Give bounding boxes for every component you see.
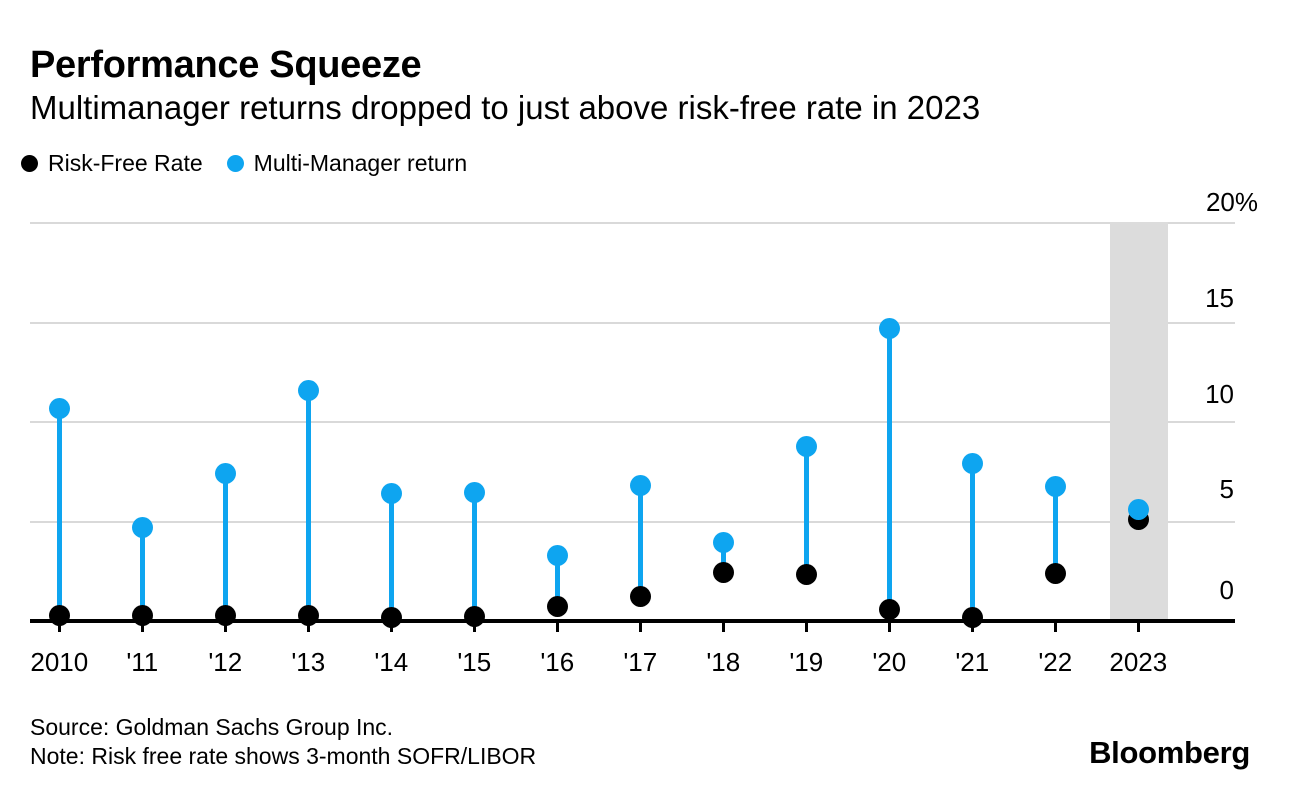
y-axis-label: 20% (1205, 187, 1258, 217)
x-axis-label: '11 (126, 647, 159, 677)
risk-free-dot (546, 595, 568, 617)
value-connector (637, 485, 643, 597)
y-axis-label: 15 (1205, 283, 1234, 313)
risk-free-dot (297, 604, 319, 626)
x-axis-label: '15 (457, 647, 492, 677)
multi-manager-dot (546, 544, 568, 566)
x-axis-tick (555, 623, 559, 632)
value-connector (56, 408, 62, 616)
multi-manager-dot-icon (226, 155, 244, 172)
x-axis-label: '13 (291, 647, 326, 677)
risk-free-dot (214, 604, 236, 626)
x-axis-tick (638, 623, 642, 632)
value-connector (471, 492, 477, 617)
risk-free-dot (795, 563, 817, 585)
gridline-10 (30, 421, 1235, 424)
value-connector (554, 555, 560, 607)
value-connector (1052, 486, 1058, 574)
value-connector (222, 473, 228, 616)
risk-free-dot (48, 604, 70, 626)
x-axis-label: '22 (1038, 647, 1073, 677)
multi-manager-dot (712, 531, 734, 553)
x-axis-tick (721, 623, 725, 632)
risk-free-dot (1044, 562, 1066, 584)
value-connector (720, 542, 726, 573)
risk-free-dot (629, 585, 651, 607)
legend-item-risk-free: Risk-Free Rate (21, 150, 203, 177)
bloomberg-logo: Bloomberg (1089, 735, 1250, 770)
multi-manager-dot (48, 397, 70, 419)
value-connector (969, 463, 975, 617)
x-axis-tick (1136, 623, 1140, 632)
page-title: Performance Squeeze (30, 44, 422, 86)
x-axis-tick (804, 623, 808, 632)
legend-label: Multi-Manager return (253, 150, 468, 176)
multi-manager-dot (878, 318, 900, 340)
x-axis-tick (306, 623, 310, 632)
x-axis-label: '19 (789, 647, 824, 677)
note-text: Note: Risk free rate shows 3-month SOFR/… (30, 743, 537, 769)
x-axis-label: '16 (540, 647, 575, 677)
x-axis-tick (223, 623, 227, 632)
x-axis-tick (472, 623, 476, 632)
x-axis-label: '12 (208, 647, 243, 677)
x-axis-label: 2023 (1109, 647, 1168, 677)
x-axis-label: '14 (374, 647, 409, 677)
value-connector (139, 527, 145, 616)
value-connector (388, 493, 394, 618)
chart-subtitle: Multimanager returns dropped to just abo… (30, 89, 981, 126)
value-connector (305, 390, 311, 616)
highlight-band-2023 (1110, 222, 1169, 621)
gridline-15 (30, 321, 1235, 324)
x-axis-tick (140, 623, 144, 632)
gridline-20 (30, 222, 1235, 225)
x-axis-tick (1053, 623, 1057, 632)
x-axis-label: '21 (955, 647, 990, 677)
legend: Risk-Free Rate Multi-Manager return (21, 150, 467, 177)
multi-manager-dot (380, 483, 402, 505)
x-axis-label: 2010 (30, 647, 89, 677)
multi-manager-dot (795, 435, 817, 457)
multi-manager-dot (629, 475, 651, 497)
x-axis-tick (887, 623, 891, 632)
multi-manager-dot (214, 463, 236, 485)
value-connector (803, 446, 809, 575)
x-axis-label: '20 (872, 647, 907, 677)
multi-manager-dot (297, 379, 319, 401)
legend-item-multi-manager: Multi-Manager return (226, 150, 468, 177)
multi-manager-dot (131, 517, 153, 539)
risk-free-dot (878, 598, 900, 620)
gridline-5 (30, 520, 1235, 523)
x-axis-tick (57, 623, 61, 632)
y-axis-label: 10 (1205, 379, 1234, 409)
risk-free-dot (712, 561, 734, 583)
multi-manager-dot (1127, 499, 1149, 521)
x-axis-line (30, 619, 1235, 623)
x-axis-label: '18 (706, 647, 741, 677)
risk-free-dot (380, 606, 402, 628)
y-axis-label: 0 (1219, 575, 1234, 605)
multi-manager-dot (1044, 476, 1066, 498)
x-axis-label: '17 (623, 647, 658, 677)
y-axis-label: 5 (1219, 474, 1234, 504)
multi-manager-dot (463, 482, 485, 504)
legend-label: Risk-Free Rate (48, 150, 203, 176)
multi-manager-dot (961, 453, 983, 475)
risk-free-dot-icon (21, 155, 38, 172)
risk-free-dot (131, 604, 153, 626)
risk-free-dot (463, 605, 485, 627)
value-connector (886, 328, 892, 610)
source-text: Source: Goldman Sachs Group Inc. (30, 714, 394, 740)
risk-free-dot (961, 606, 983, 628)
